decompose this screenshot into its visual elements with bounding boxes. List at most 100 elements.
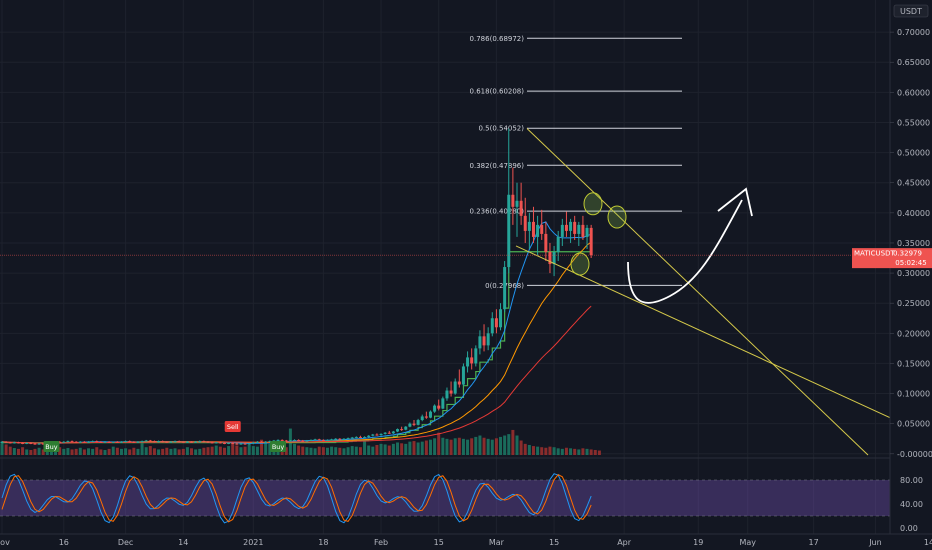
volume-bar [70, 449, 74, 455]
volume-bar [383, 444, 387, 455]
candle-body [124, 441, 128, 443]
volume-bar [132, 447, 136, 455]
osc-tick-label: 40.00 [900, 500, 923, 509]
candle-body [37, 443, 41, 445]
volume-bar [111, 446, 115, 455]
candle-body [107, 441, 111, 443]
volume-bar [466, 439, 470, 455]
candle-body [87, 441, 91, 443]
candle-body [585, 227, 589, 237]
volume-bar [420, 441, 424, 455]
volume-bar [354, 446, 358, 455]
candles [0, 128, 593, 445]
candle-body [78, 441, 82, 443]
volume-bar [218, 446, 222, 455]
time-tick-label: 16 [59, 538, 69, 547]
candle-body [119, 441, 123, 443]
candle-body [544, 233, 548, 252]
highlight-circle[interactable] [570, 252, 590, 276]
volume-bar [21, 447, 25, 455]
volume-bar [346, 447, 350, 455]
time-tick-label: 19 [693, 538, 703, 547]
volume-bar [371, 446, 375, 455]
volume-bar [507, 434, 511, 455]
volume-bar [82, 449, 86, 455]
volume-bar [437, 432, 441, 455]
fib-level-label: 0.786(0.68972) [470, 35, 525, 43]
volume-bar [470, 438, 474, 455]
candle-body [82, 441, 86, 443]
candle-body [284, 440, 288, 442]
volume-bar [338, 447, 342, 455]
candle-body [190, 441, 194, 443]
scale-currency-label[interactable]: USDT [893, 4, 929, 18]
volume-bar [416, 442, 420, 455]
volume-bar [581, 448, 585, 455]
volume-bar [445, 438, 449, 455]
volume-bar [243, 446, 247, 455]
candle-body [111, 441, 115, 443]
candle-body [474, 348, 478, 364]
volume-bar [231, 443, 235, 455]
candle-body [466, 357, 470, 367]
volume-bar [441, 437, 445, 455]
user-drawings[interactable] [515, 128, 891, 456]
badge-symbol: MATICUSDT [854, 250, 895, 258]
volume-bar [297, 445, 301, 455]
candle-body [482, 336, 486, 346]
candle-body [531, 221, 535, 237]
last-price-badge: MATICUSDT 0.32979 05:02:45 [852, 248, 932, 269]
sell-signal-label: Sell [227, 423, 239, 431]
price-tick-label: 0.15000 [897, 359, 930, 368]
projection-arrow[interactable] [627, 199, 743, 304]
price-tick-label: 0.40000 [897, 209, 930, 218]
volume-bar [379, 443, 383, 455]
volume-bar [62, 448, 66, 455]
volume-bar [293, 443, 297, 455]
volume-bar [74, 448, 78, 455]
volume-bar [321, 447, 325, 455]
volume-bar [91, 448, 95, 455]
fib-level-label: 0.5(0.54052) [478, 125, 524, 133]
volume-bar [433, 438, 437, 455]
candle-body [288, 440, 292, 442]
candle-body [0, 441, 4, 443]
highlight-circle[interactable] [583, 192, 603, 216]
candle-body [387, 432, 391, 434]
volume-bar [519, 440, 523, 455]
highlight-circle[interactable] [607, 205, 627, 229]
candle-body [21, 442, 25, 444]
price-tick-labels: 0.70000 0.65000 0.60000 0.55000 0.50000 0.450… [890, 28, 932, 459]
stochastic-rsi-panel[interactable] [0, 457, 890, 524]
candle-body [16, 442, 20, 444]
volume-bar [396, 442, 400, 455]
volume-bar [8, 446, 12, 455]
last-price-badge-box [852, 248, 932, 269]
candle-body [437, 405, 441, 409]
candle-body [400, 429, 404, 431]
descending-trendline[interactable] [526, 128, 869, 456]
time-axis[interactable]: Nov 16 Dec 14 2021 18 Feb 15 Mar 15 Apr 19 May 17 Jun 1… [0, 533, 932, 550]
volume-bar [4, 444, 8, 455]
candle-body [515, 200, 519, 207]
candle-body [560, 224, 564, 237]
time-tick-label: 15 [434, 538, 444, 547]
scale-currency-text: USDT [900, 7, 922, 16]
volume-bar [478, 435, 482, 455]
volume-bar [400, 443, 404, 455]
volume-bar [87, 448, 91, 455]
volume-bar [144, 447, 148, 455]
volume-bar [564, 447, 568, 455]
candle-body [494, 318, 498, 328]
volume-bar [569, 448, 573, 455]
volume-bar [260, 439, 264, 455]
volume-bar [115, 447, 119, 455]
candle-body [449, 390, 453, 394]
time-tick-label: Feb [374, 538, 388, 547]
volume-bar [350, 446, 354, 455]
candle-body [144, 440, 148, 442]
volume-bar [577, 449, 581, 455]
projection-arrow-head[interactable] [717, 187, 753, 217]
candle-body [408, 423, 412, 427]
